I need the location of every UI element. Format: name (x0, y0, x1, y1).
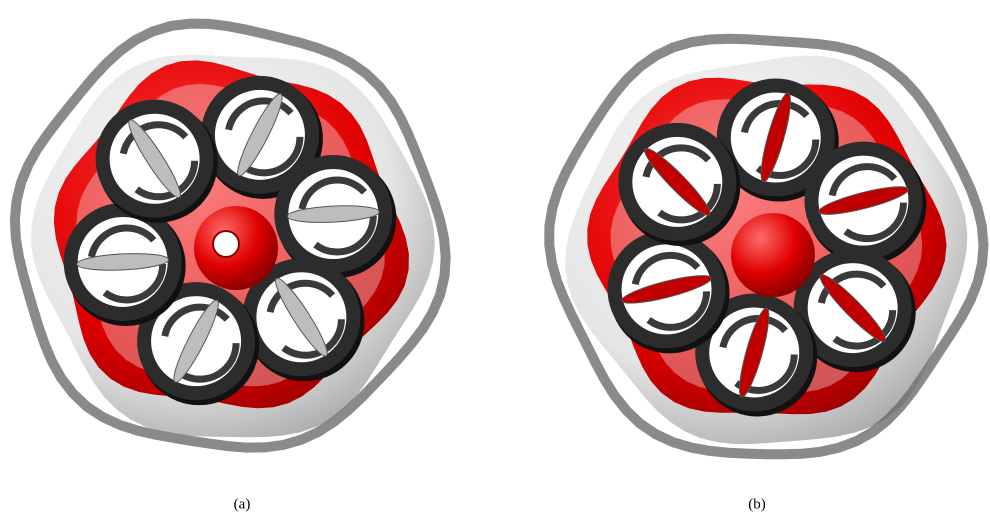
rendered-structure (549, 39, 983, 455)
center-hole (213, 231, 239, 257)
panel-caption: (a) (234, 496, 251, 512)
center-sphere (731, 213, 815, 297)
panel-caption: (b) (748, 496, 766, 512)
page: {"figure": {"panels": [{"caption": "(a)"… (0, 0, 990, 520)
figure: (a) (b) (0, 0, 990, 520)
rendered-structure (15, 24, 446, 448)
